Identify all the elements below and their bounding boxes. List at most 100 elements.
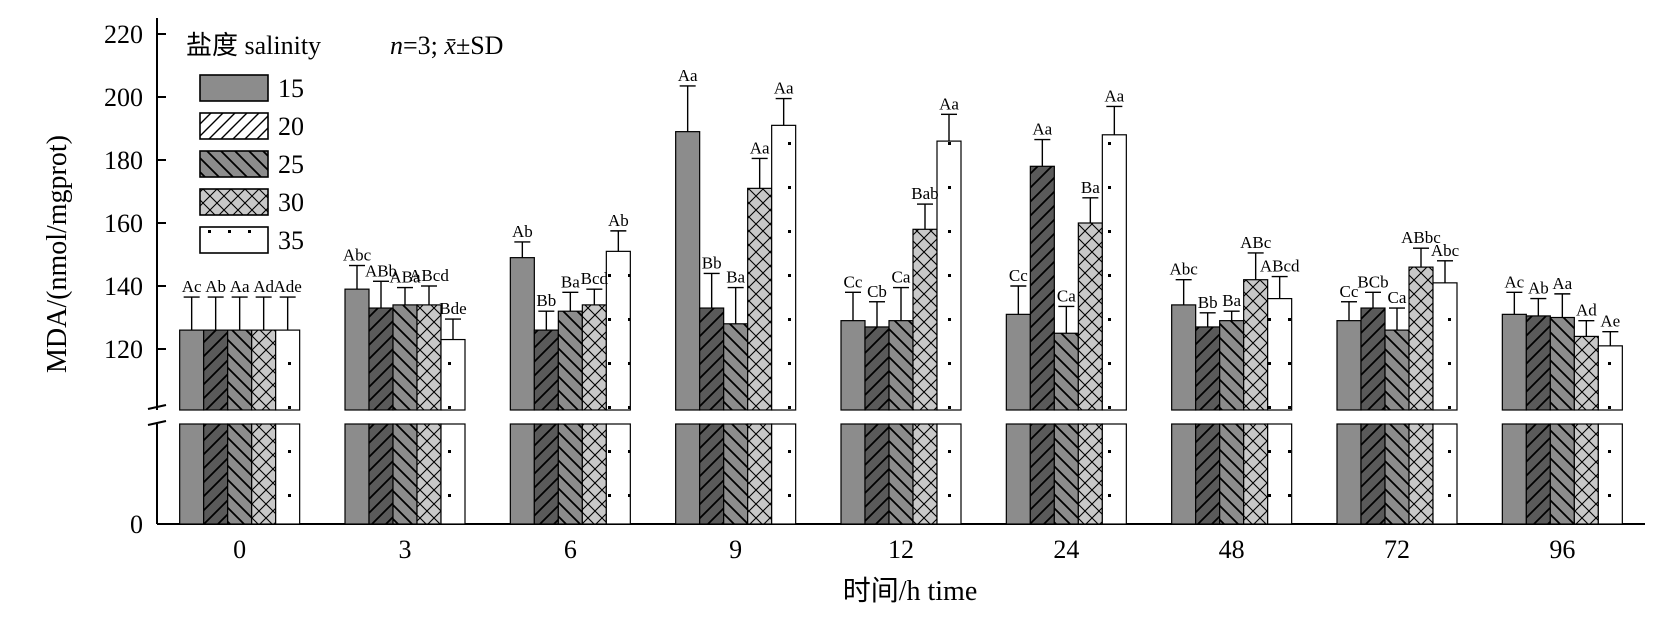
bar-lower xyxy=(1219,423,1245,525)
bar-lower xyxy=(1267,423,1293,525)
bar-lower xyxy=(1573,423,1599,525)
legend-swatch xyxy=(199,112,269,140)
x-tick-label: 6 xyxy=(564,535,577,564)
bar-upper xyxy=(1549,316,1575,411)
bar-upper xyxy=(1267,298,1293,411)
bar-upper xyxy=(1501,313,1527,411)
significance-label: BCb xyxy=(1357,272,1388,291)
significance-label: ABbc xyxy=(1401,228,1441,247)
bar-lower xyxy=(1195,423,1221,525)
bar-upper xyxy=(227,329,253,411)
significance-label: Ca xyxy=(1388,288,1407,307)
y-tick-label: 180 xyxy=(104,146,143,175)
significance-label: Ab xyxy=(608,211,629,230)
bar-lower xyxy=(1171,423,1197,525)
bar-lower xyxy=(533,423,559,525)
bar-lower xyxy=(864,423,890,525)
bar-upper xyxy=(936,140,962,411)
bar-upper xyxy=(1101,134,1127,411)
bar-lower xyxy=(1360,423,1386,525)
significance-label: Ab xyxy=(1528,279,1549,298)
bar-upper xyxy=(771,124,797,411)
bar-upper xyxy=(1077,222,1103,411)
x-tick-label: 0 xyxy=(233,535,246,564)
bar-lower xyxy=(275,423,301,525)
bar-lower xyxy=(1101,423,1127,525)
bar-lower xyxy=(1597,423,1623,525)
bar-lower xyxy=(605,423,631,525)
bar-upper xyxy=(1432,282,1458,411)
legend: 盐度 salinity n=3; x̄±SD 15 20 25 30 35 xyxy=(186,31,503,255)
y-axis-ticks: 0 120 140 160 180 200 220 xyxy=(104,20,166,539)
x-tick-label: 72 xyxy=(1384,535,1410,564)
bar-lower xyxy=(1243,423,1269,525)
bar-upper xyxy=(747,187,773,411)
error-bars xyxy=(183,85,1619,346)
bar-lower xyxy=(1501,423,1527,525)
bar-upper xyxy=(840,320,866,411)
x-tick-label: 96 xyxy=(1549,535,1575,564)
significance-label: Abc xyxy=(1431,241,1460,260)
bar-lower xyxy=(227,423,253,525)
legend-label: 35 xyxy=(278,226,304,255)
bar-upper xyxy=(888,320,914,411)
x-axis-ticks: 0 3 6 9 12 24 48 72 96 xyxy=(233,535,1575,564)
significance-label: ABb xyxy=(365,261,397,280)
bar-lower xyxy=(1053,423,1079,525)
significance-label: Aa xyxy=(1104,86,1124,105)
y-tick-label: 140 xyxy=(104,272,143,301)
bar-upper xyxy=(344,288,370,411)
y-tick-label: 160 xyxy=(104,209,143,238)
bar-upper xyxy=(1195,326,1221,411)
significance-label: Aa xyxy=(230,277,250,296)
significance-label: ABcd xyxy=(1260,257,1300,276)
significance-label: Aa xyxy=(939,94,959,113)
bar-lower xyxy=(416,423,442,525)
significance-label: Ac xyxy=(182,277,202,296)
significance-label: Ca xyxy=(892,268,911,287)
significance-label: ABa xyxy=(389,268,421,287)
significance-label: Cc xyxy=(1340,282,1359,301)
significance-label: Cc xyxy=(844,272,863,291)
legend-swatch xyxy=(199,188,269,216)
bar-lower xyxy=(747,423,773,525)
significance-label: ABcd xyxy=(409,266,449,285)
bar-upper xyxy=(368,307,394,411)
legend-label: 30 xyxy=(278,188,304,217)
bar-upper xyxy=(416,304,442,411)
significance-label: Cb xyxy=(867,282,887,301)
x-tick-label: 48 xyxy=(1219,535,1245,564)
significance-label: Ca xyxy=(1057,286,1076,305)
x-tick-label: 9 xyxy=(729,535,742,564)
bar-lower xyxy=(344,423,370,525)
significance-label: Aa xyxy=(774,79,794,98)
bar-lower xyxy=(251,423,277,525)
legend-n-label: n xyxy=(390,31,403,60)
significance-label: Ab xyxy=(205,277,226,296)
bar-lower xyxy=(699,423,725,525)
bar-upper xyxy=(581,304,607,411)
bar-upper xyxy=(179,329,205,411)
bar-upper xyxy=(1171,304,1197,411)
significance-label: Bcd xyxy=(581,269,609,288)
y-axis-title: MDA/(nmol/mgprot) xyxy=(42,135,73,373)
y-tick-label: 200 xyxy=(104,83,143,112)
bar-lower xyxy=(771,423,797,525)
bar-upper xyxy=(440,338,466,411)
bar-upper xyxy=(1005,313,1031,411)
y-axis-break-mark xyxy=(147,420,167,426)
legend-label: 20 xyxy=(278,112,304,141)
significance-label: Ad xyxy=(1576,301,1597,320)
bar-upper xyxy=(1408,266,1434,411)
significance-label: Bb xyxy=(702,253,722,272)
x-axis-title: 时间/h time xyxy=(843,575,978,607)
bar-upper xyxy=(509,257,535,411)
x-tick-label: 12 xyxy=(888,535,914,564)
bar-upper xyxy=(275,329,301,411)
significance-label: Ad xyxy=(253,277,274,296)
significance-label: Aa xyxy=(1552,274,1572,293)
bar-lower xyxy=(1549,423,1575,525)
legend-swatch xyxy=(199,74,269,102)
significance-label: Abc xyxy=(1170,260,1199,279)
bar-upper xyxy=(1384,329,1410,411)
